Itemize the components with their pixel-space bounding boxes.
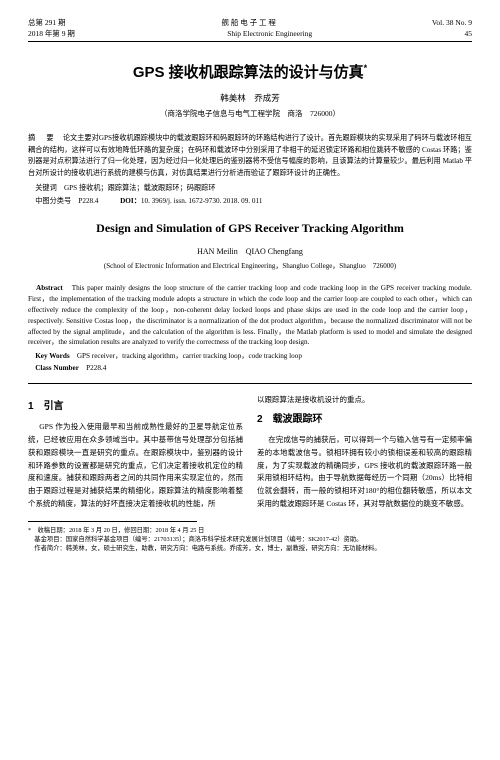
abstract-cn-text: 论文主要对GPS接收机跟踪模块中的载波跟踪环和码跟踪环的环路结构进行了设计。首先… xyxy=(28,134,472,177)
header-right-bottom: 45 xyxy=(464,29,472,40)
title-cn-text: GPS 接收机跟踪算法的设计与仿真 xyxy=(133,64,364,81)
keywords-cn-label: 关键词 xyxy=(35,184,57,192)
section-1-paragraph: GPS 作为投入使用最早和当前成熟性最好的卫星导航定位系统，已经被应用在众多领域… xyxy=(28,421,243,510)
title-en: Design and Simulation of GPS Receiver Tr… xyxy=(28,220,472,237)
abstract-cn-label: 摘 要 xyxy=(28,134,56,142)
abstract-en-label: Abstract xyxy=(36,284,63,292)
keywords-en-label: Key Words xyxy=(35,352,69,360)
classification-en: Class Number P228.4 xyxy=(28,363,472,373)
header-rule xyxy=(28,41,472,42)
footnote-line-2: 基金项目：国家自然科学基金项目（编号：21703135）；商洛市科学技术研究发展… xyxy=(28,535,472,544)
keywords-en-text: GPS receiver，tracking algorithm，carrier … xyxy=(77,352,302,360)
footnote-star: * xyxy=(28,527,31,534)
header-center-top: 舰 船 电 子 工 程 xyxy=(222,18,276,29)
affiliation-cn: （商洛学院电子信息与电气工程学院 商洛 726000） xyxy=(28,109,472,120)
section-2-number: 2 xyxy=(257,414,263,425)
footnote-rule xyxy=(28,521,197,522)
header-left-top: 总第 291 期 xyxy=(28,18,66,29)
class-cn-value: P228.4 xyxy=(78,197,98,205)
footnote-line-1: * 收稿日期：2018 年 3 月 20 日，修回日期：2018 年 4 月 2… xyxy=(28,526,472,535)
header-right-top: Vol. 38 No. 9 xyxy=(432,18,472,29)
authors-en: HAN Meilin QIAO Chengfang xyxy=(28,246,472,257)
header-bottom: 2018 年第 9 期 Ship Electronic Engineering … xyxy=(28,29,472,40)
header-center-bottom: Ship Electronic Engineering xyxy=(227,29,312,40)
abstract-en: Abstract This paper mainly designs the l… xyxy=(28,283,472,348)
section-2-title: 载波跟踪环 xyxy=(273,414,323,425)
affiliation-en: (School of Electronic Information and El… xyxy=(28,262,472,272)
keywords-cn: 关键词 GPS 接收机；跟踪算法；载波跟踪环；码跟踪环 xyxy=(28,183,472,193)
title-superscript: * xyxy=(364,63,368,73)
keywords-en: Key Words GPS receiver，tracking algorith… xyxy=(28,351,472,361)
class-en-label: Class Number xyxy=(35,364,79,372)
section-1-heading: 1 引言 xyxy=(28,398,243,415)
section-2-heading: 2 载波跟踪环 xyxy=(257,411,472,428)
class-en-value: P228.4 xyxy=(86,364,106,372)
title-cn: GPS 接收机跟踪算法的设计与仿真* xyxy=(28,62,472,83)
section-1-number: 1 xyxy=(28,401,34,412)
class-cn-label: 中图分类号 xyxy=(35,197,71,205)
keywords-cn-text: GPS 接收机；跟踪算法；载波跟踪环；码跟踪环 xyxy=(64,184,216,192)
section-1-tail: 以跟踪算法是接收机设计的重点。 xyxy=(257,394,472,407)
header-top: 总第 291 期 舰 船 电 子 工 程 Vol. 38 No. 9 xyxy=(28,18,472,29)
section-2-paragraph: 在完成信号的捕获后，可以得到一个与输入信号有一定频率偏差的本地载波信号。锁相环拥… xyxy=(257,434,472,511)
footnote-block: * 收稿日期：2018 年 3 月 20 日，修回日期：2018 年 4 月 2… xyxy=(28,526,472,554)
classification-cn: 中图分类号 P228.4 DOI：10. 3969/j. issn. 1672-… xyxy=(28,196,472,206)
doi-label: DOI： xyxy=(120,197,141,205)
footnote-text-1: 收稿日期：2018 年 3 月 20 日，修回日期：2018 年 4 月 25 … xyxy=(37,527,204,534)
doi-value: 10. 3969/j. issn. 1672-9730. 2018. 09. 0… xyxy=(141,197,263,205)
body-columns: 1 引言 GPS 作为投入使用最早和当前成熟性最好的卫星导航定位系统，已经被应用… xyxy=(28,394,472,510)
section-1-title: 引言 xyxy=(44,401,64,412)
column-left: 1 引言 GPS 作为投入使用最早和当前成熟性最好的卫星导航定位系统，已经被应用… xyxy=(28,394,243,510)
section-rule xyxy=(28,383,472,384)
column-right: 以跟踪算法是接收机设计的重点。 2 载波跟踪环 在完成信号的捕获后，可以得到一个… xyxy=(257,394,472,510)
footnote-line-3: 作者简介：韩美林，女，硕士研究生，助教，研究方向：电路与系统。乔成芳，女，博士，… xyxy=(28,544,472,553)
header-left-bottom: 2018 年第 9 期 xyxy=(28,29,75,40)
authors-cn: 韩美林 乔成芳 xyxy=(28,93,472,105)
abstract-cn: 摘 要 论文主要对GPS接收机跟踪模块中的载波跟踪环和码跟踪环的环路结构进行了设… xyxy=(28,133,472,179)
abstract-en-text: This paper mainly designs the loop struc… xyxy=(28,284,472,346)
